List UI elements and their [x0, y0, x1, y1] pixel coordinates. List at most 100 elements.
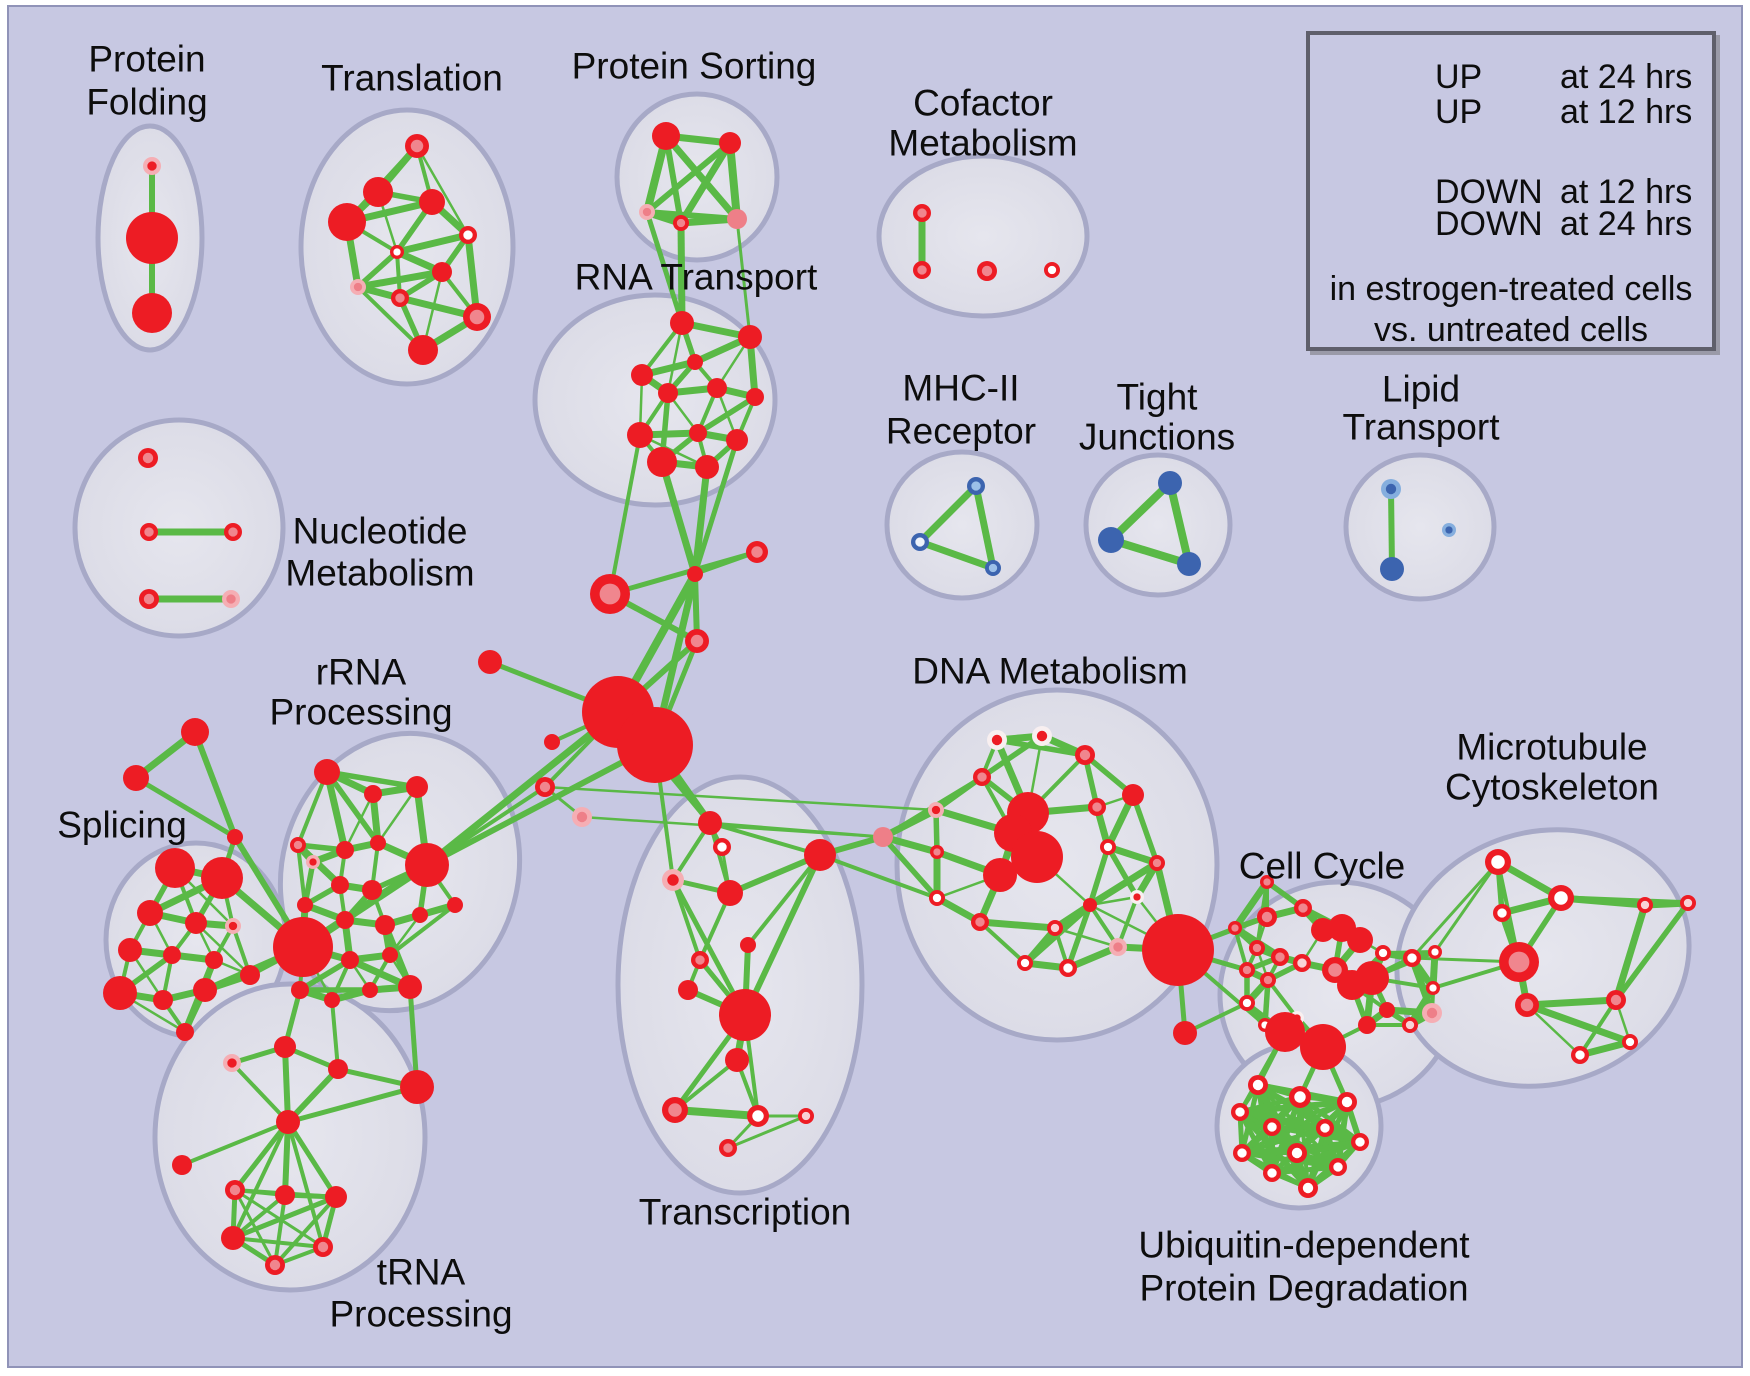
- network-node-core: [971, 481, 981, 491]
- network-node: [804, 839, 836, 871]
- network-edge: [324, 770, 381, 845]
- cluster-label-dna-metabolism: DNA Metabolism: [912, 651, 1188, 692]
- cluster-label-cell-cycle: Cell Cycle: [1239, 846, 1406, 887]
- network-edge: [1613, 901, 1691, 1002]
- network-node-core: [1242, 998, 1252, 1008]
- network-node-core: [353, 282, 363, 292]
- network-edge: [645, 140, 732, 215]
- network-node: [328, 1059, 348, 1079]
- network-node-core: [576, 811, 588, 823]
- cluster-label-ubiquitin-degradation: Ubiquitin-dependent: [1138, 1225, 1470, 1266]
- network-edge: [709, 821, 884, 839]
- network-node-core: [676, 218, 686, 228]
- network-edge: [677, 222, 686, 324]
- network-node-core: [293, 840, 303, 850]
- network-node-core: [1508, 951, 1530, 973]
- network-edge: [735, 218, 752, 338]
- network-node: [291, 981, 309, 999]
- network-node: [221, 1226, 245, 1250]
- network-edge: [424, 709, 621, 868]
- network-edge: [1066, 943, 1120, 972]
- network-edge: [972, 485, 997, 569]
- network-node-core: [1103, 842, 1113, 852]
- network-node: [336, 841, 354, 859]
- network-node-core: [1047, 265, 1057, 275]
- network-node-core: [1333, 1162, 1343, 1172]
- network-edge: [1089, 895, 1138, 907]
- network-node-core: [1328, 963, 1342, 977]
- network-node: [185, 912, 207, 934]
- network-node-core: [1683, 898, 1693, 908]
- network-edge: [880, 835, 940, 900]
- cluster-label-rna-transport: RNA Transport: [575, 257, 818, 298]
- network-node-core: [1302, 1182, 1314, 1194]
- network-node-core: [1113, 942, 1123, 952]
- network-edge: [1525, 1001, 1632, 1046]
- network-edge: [425, 785, 547, 867]
- cluster-label-splicing: Splicing: [57, 805, 187, 846]
- network-node-core: [1520, 998, 1534, 1012]
- network-node-core: [1267, 1122, 1277, 1132]
- network-node-core: [1036, 730, 1048, 742]
- network-edge: [232, 1236, 324, 1249]
- network-node: [1173, 1021, 1197, 1045]
- cluster-label-protein-sorting: Protein Sorting: [572, 46, 817, 87]
- network-edge: [709, 821, 821, 857]
- cluster-label-rrna-processing: rRNA: [316, 652, 407, 693]
- network-node-core: [1575, 1050, 1585, 1060]
- network-edge: [233, 1120, 290, 1192]
- network-node: [364, 785, 382, 803]
- network-edge: [1433, 861, 1500, 953]
- network-edge: [917, 483, 979, 545]
- network-node-core: [1429, 984, 1437, 992]
- network-edge: [1239, 1099, 1348, 1115]
- network-node: [1265, 1012, 1305, 1052]
- network-edge: [356, 285, 425, 352]
- legend-row-label: UP: [1435, 58, 1482, 96]
- network-node-core: [1020, 958, 1030, 968]
- network-node-core: [642, 207, 652, 217]
- network-node-core: [1554, 891, 1568, 905]
- network-node-core: [991, 734, 1003, 746]
- network-node-core: [1263, 878, 1271, 886]
- network-edge: [673, 1058, 739, 1112]
- network-edge: [286, 1121, 325, 1248]
- network-node: [382, 947, 398, 963]
- network-node: [132, 293, 172, 333]
- network-edge: [232, 1194, 337, 1241]
- network-edge: [691, 466, 711, 575]
- network-node: [370, 835, 386, 851]
- network-node: [205, 951, 223, 969]
- network-node-core: [1294, 1091, 1306, 1103]
- network-node-core: [1298, 903, 1308, 913]
- network-node: [647, 447, 677, 477]
- network-node: [727, 209, 747, 229]
- network-node: [155, 848, 195, 888]
- cluster-label-mhc-ii-receptor: MHC-II: [902, 368, 1019, 409]
- network-edge: [1271, 1164, 1339, 1176]
- network-node: [362, 880, 382, 900]
- network-node: [362, 982, 378, 998]
- network-edge: [1087, 846, 1111, 906]
- network-node: [738, 325, 762, 349]
- network-node: [652, 122, 680, 150]
- network-edge: [742, 853, 823, 1017]
- network-edge: [357, 268, 443, 291]
- network-edge: [425, 742, 657, 868]
- network-node-core: [143, 593, 155, 605]
- network-node-core: [1261, 911, 1273, 923]
- cluster-ellipse-cofactor-metabolism: [876, 153, 1090, 319]
- network-node: [695, 455, 719, 479]
- network-edge: [192, 730, 238, 839]
- network-node-core: [1263, 975, 1273, 985]
- network-edge: [1065, 904, 1093, 969]
- network-node-core: [1079, 749, 1091, 761]
- network-node: [275, 1185, 295, 1205]
- network-node-core: [932, 893, 942, 903]
- network-node-core: [1050, 923, 1060, 933]
- network-node-core: [1063, 963, 1073, 973]
- network-edge: [326, 769, 418, 790]
- legend-caption-line1: in estrogen-treated cells: [1330, 270, 1693, 308]
- network-node-core: [539, 781, 551, 793]
